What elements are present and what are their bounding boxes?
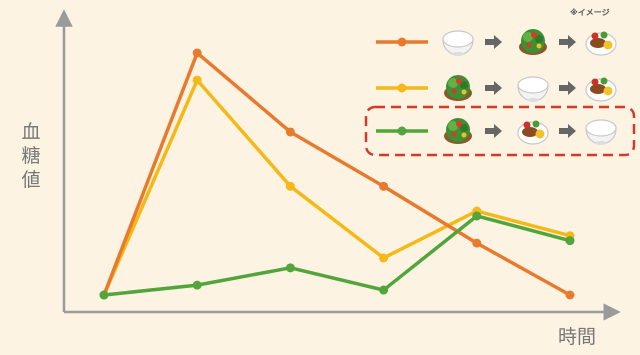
- series-2-point: [285, 181, 295, 191]
- series-3-point: [99, 290, 109, 300]
- series-3-point: [285, 263, 295, 273]
- legend-marker: [397, 126, 407, 136]
- series-line-3: [103, 214, 571, 297]
- arrow-icon: [485, 124, 502, 138]
- legend-entry-3: [376, 118, 617, 145]
- series-3-point: [192, 280, 202, 290]
- highlight-box: [364, 105, 636, 157]
- series-3-point: [565, 236, 575, 246]
- main-dish-icon: [585, 77, 617, 102]
- series-line-2: [102, 78, 571, 296]
- rice-bowl-icon: [517, 76, 549, 102]
- arrow-icon: [559, 35, 576, 49]
- series-1-point: [565, 290, 575, 300]
- arrow-icon: [559, 124, 576, 138]
- series-line-1: [102, 51, 571, 297]
- main-dish-icon: [517, 120, 549, 145]
- main-dish-icon: [585, 31, 617, 56]
- legend-marker: [397, 37, 407, 47]
- y-axis-label: 血糖値: [21, 121, 41, 191]
- salad-icon: [444, 75, 472, 101]
- arrow-icon: [485, 81, 502, 95]
- series-3-point: [379, 285, 389, 295]
- arrow-icon: [559, 81, 576, 95]
- series-1-point: [285, 127, 295, 137]
- legend-marker: [397, 83, 407, 93]
- legend-entry-1: [376, 29, 617, 56]
- series-1-point: [379, 181, 389, 191]
- series-1-point: [192, 48, 202, 58]
- series-2-point: [192, 75, 202, 85]
- rice-bowl-icon: [442, 30, 474, 56]
- legend-entry-2: [376, 75, 617, 102]
- series-1-point: [472, 238, 482, 248]
- image-note: ※イメージ: [570, 8, 610, 17]
- series-3-point: [472, 211, 482, 221]
- series-2-point: [379, 253, 389, 263]
- x-axis-label: 時間: [558, 326, 597, 348]
- salad-icon: [444, 118, 472, 144]
- salad-icon: [519, 29, 547, 55]
- rice-bowl-icon: [585, 119, 617, 145]
- arrow-icon: [485, 35, 502, 49]
